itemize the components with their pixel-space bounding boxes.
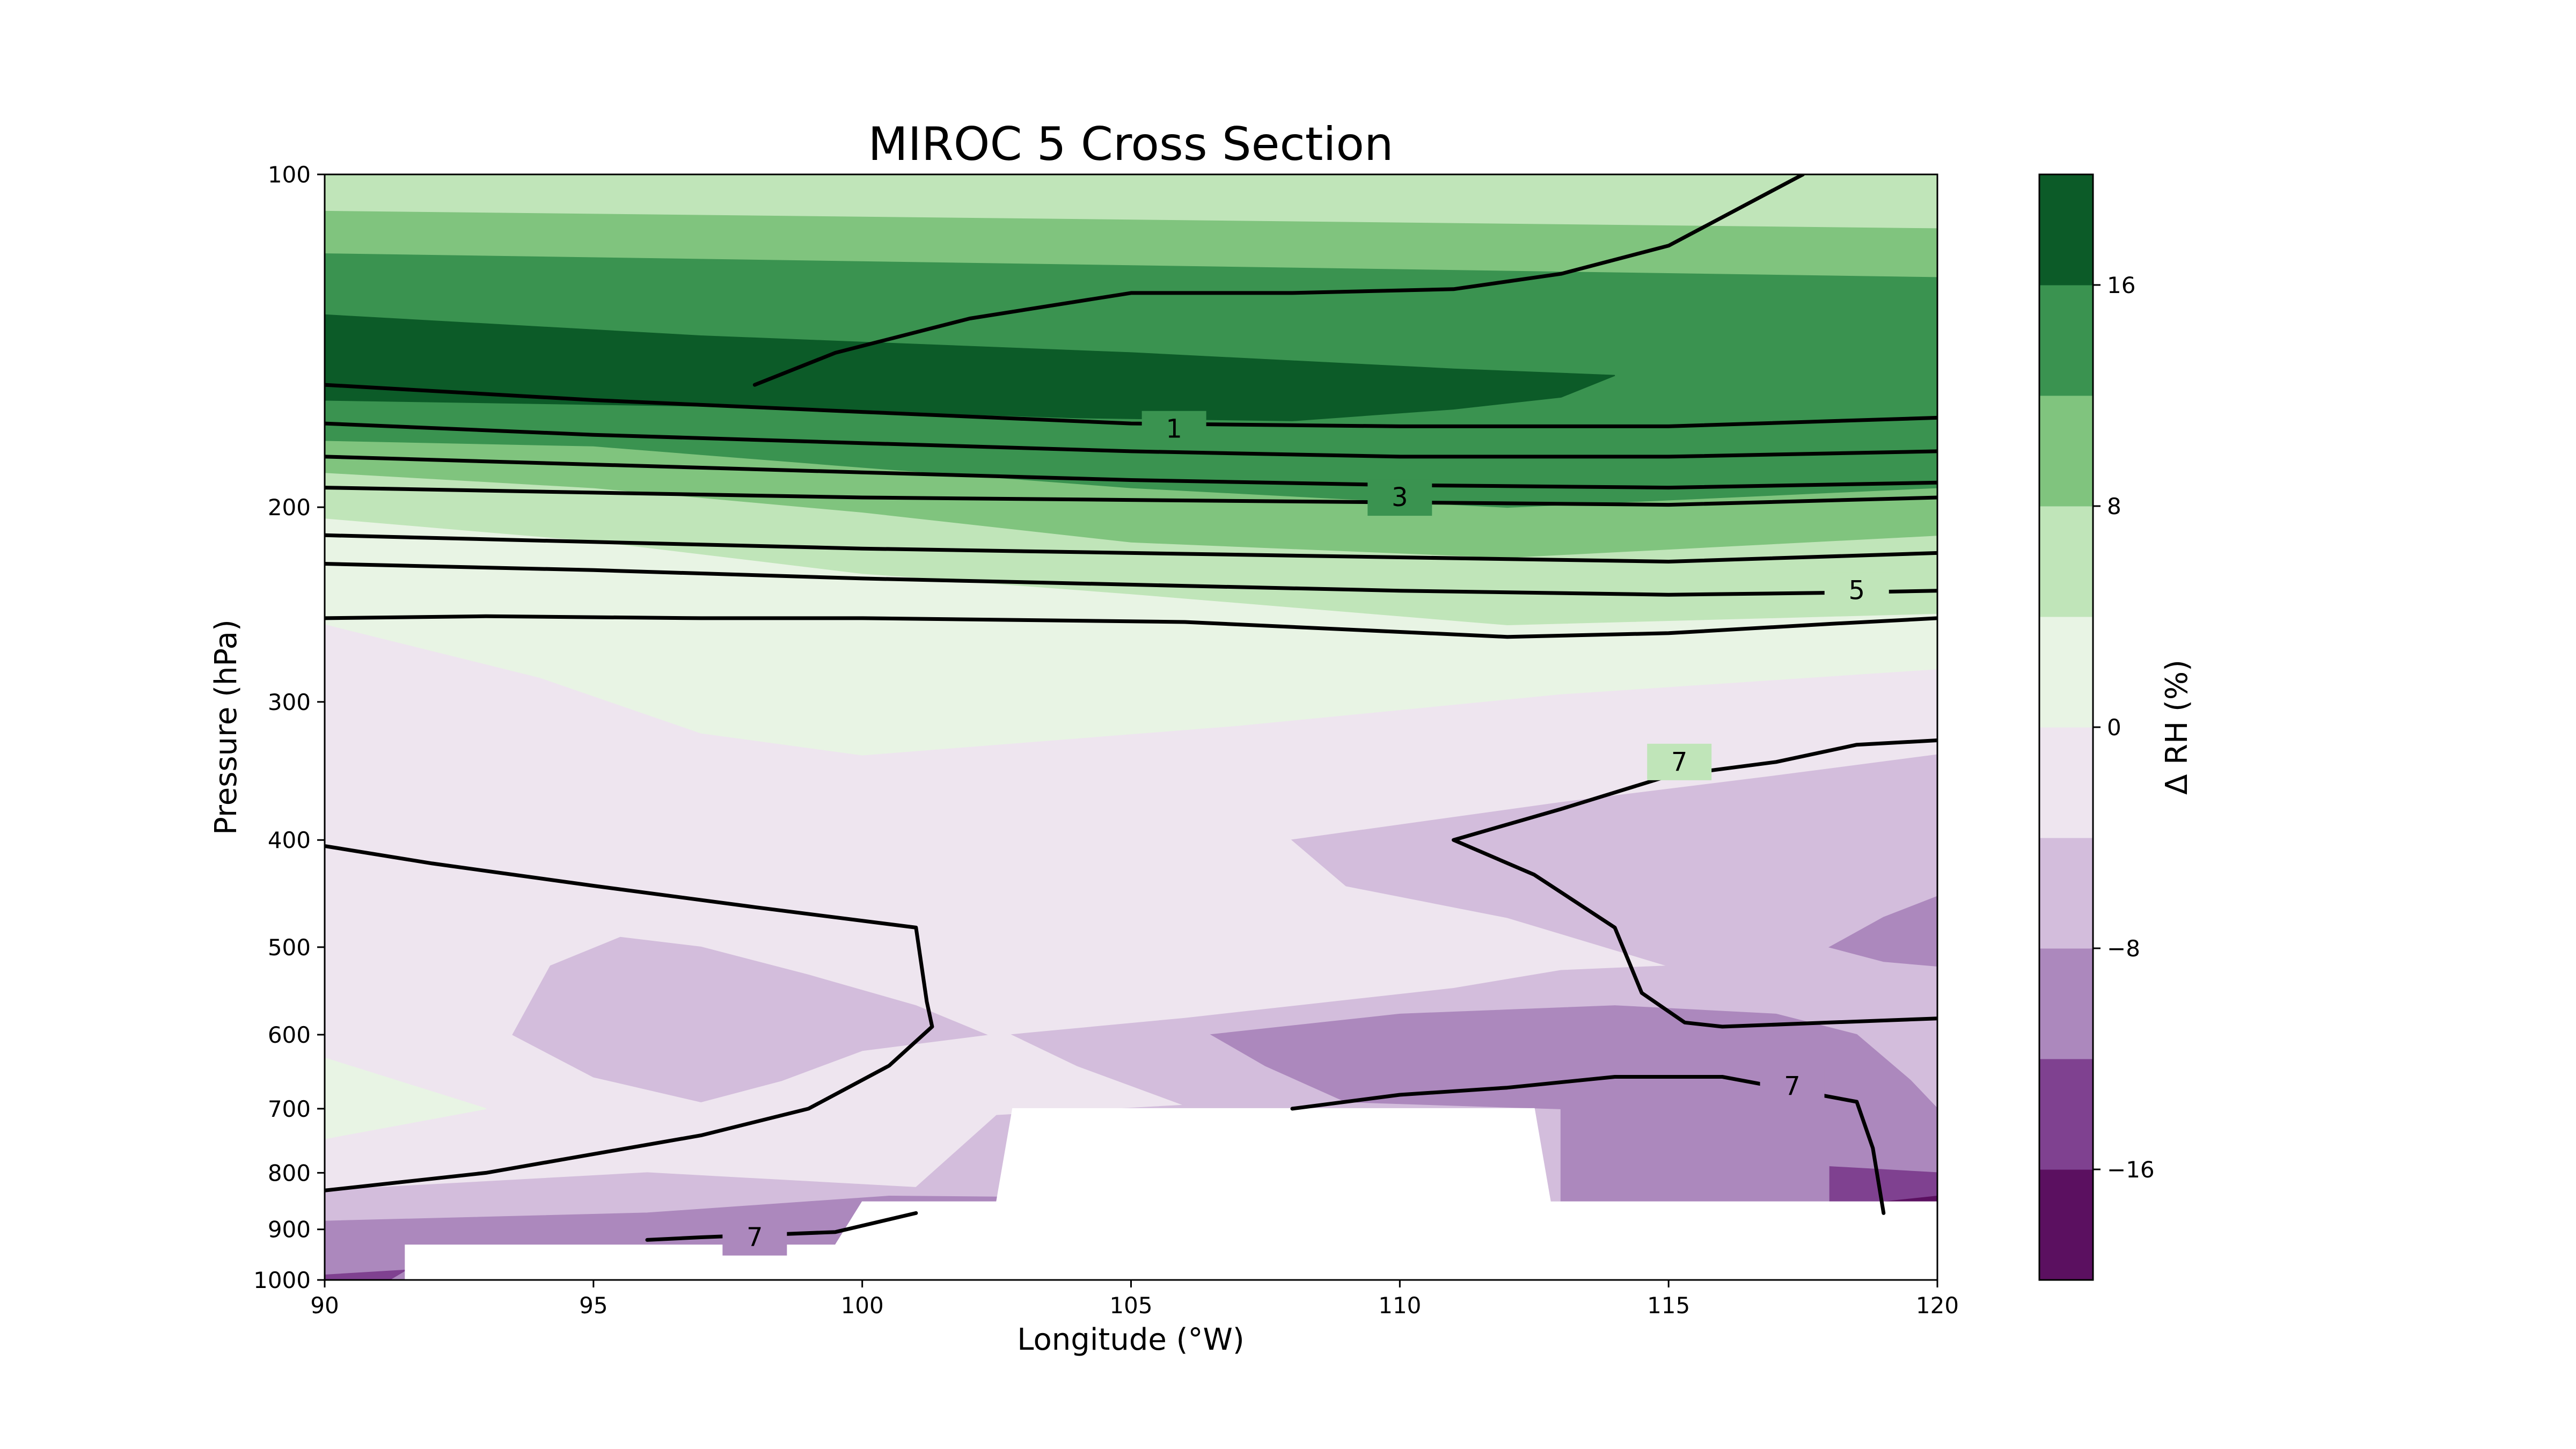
colorbar-swatch-6 <box>2039 506 2093 617</box>
colorbar-tick-label-1: −8 <box>2107 935 2140 962</box>
contour-label-4: 3 <box>1392 482 1408 513</box>
colorbar-swatch-2 <box>2039 948 2093 1059</box>
y-axis-label: Pressure (hPa) <box>209 619 244 835</box>
x-tick-label-3: 105 <box>1109 1292 1152 1319</box>
contour-line-2 <box>325 421 1937 459</box>
contour-labels: 1 3 5 7 7 7 <box>722 411 1889 1256</box>
x-tick-label-2: 100 <box>841 1292 884 1319</box>
colorbar-swatch-7 <box>2039 396 2093 507</box>
filled-region-5 <box>325 1057 486 1139</box>
colorbar-swatch-3 <box>2039 838 2093 949</box>
colorbar-tick-label-4: 16 <box>2107 272 2135 298</box>
y-tick-label-1: 200 <box>268 494 311 521</box>
colorbar-tick-label-3: 8 <box>2107 493 2121 519</box>
contour-label-gap-6 <box>1824 572 1889 609</box>
contour-line-1 <box>325 383 1937 428</box>
colorbar-swatch-4 <box>2039 727 2093 838</box>
filled-region-11 <box>325 1269 406 1280</box>
y-tick-label-0: 100 <box>268 162 311 188</box>
y-tick-label-7: 800 <box>268 1160 311 1186</box>
colorbar-swatch-0 <box>2039 1169 2093 1280</box>
contour-label-11: 7 <box>747 1223 763 1253</box>
x-tick-label-4: 110 <box>1378 1292 1421 1319</box>
contour-lines <box>325 174 1937 1242</box>
contour-label-8: 7 <box>1671 747 1688 777</box>
colorbar-tick-label-0: −16 <box>2107 1157 2155 1183</box>
filled-region-3 <box>325 314 1615 421</box>
contour-label-gap-4 <box>1367 479 1432 516</box>
x-axis: 90 95 100 105 110 115 120 <box>310 1280 1959 1319</box>
colorbar-swatch-9 <box>2039 174 2093 286</box>
contour-label-1: 1 <box>1166 414 1182 444</box>
colorbar-label: Δ RH (%) <box>2160 660 2194 795</box>
masked-region-0 <box>405 1108 1937 1280</box>
contour-line-3 <box>325 455 1937 490</box>
contour-label-gap-8 <box>1647 743 1712 780</box>
filled-region-7 <box>512 936 988 1103</box>
contour-line-0 <box>752 174 1805 387</box>
colorbar-swatch-5 <box>2039 617 2093 728</box>
y-tick-label-8: 900 <box>268 1217 311 1243</box>
contour-line-5 <box>325 533 1937 564</box>
colorbar-swatches <box>2039 174 2093 1280</box>
contour-line-6 <box>325 562 1937 597</box>
y-tick-label-2: 300 <box>268 689 311 715</box>
x-tick-label-0: 90 <box>310 1292 339 1319</box>
contour-line-8 <box>1452 738 1937 1029</box>
colorbar-swatch-1 <box>2039 1059 2093 1170</box>
filled-region-8 <box>1828 896 1937 967</box>
masked-regions <box>405 1108 1937 1280</box>
contour-line-7 <box>325 614 1937 639</box>
y-axis: 100 200 300 400 500 600 700 800 900 1000 <box>253 162 325 1293</box>
contour-label-10: 7 <box>1784 1071 1801 1101</box>
colorbar-swatch-8 <box>2039 285 2093 396</box>
chart-title: MIROC 5 Cross Section <box>868 118 1393 171</box>
colorbar-ticks: −16 −8 0 8 16 <box>2093 272 2155 1183</box>
colorbar: −16 −8 0 8 16 Δ RH (%) <box>2038 173 2194 1281</box>
contour-label-gap-10 <box>1760 1068 1825 1105</box>
contour-line-4 <box>325 486 1937 507</box>
x-tick-label-1: 95 <box>579 1292 608 1319</box>
contour-label-gap-1 <box>1141 411 1206 448</box>
y-tick-label-3: 400 <box>268 827 311 853</box>
contour-line-10 <box>1290 1075 1886 1215</box>
colorbar-tick-label-2: 0 <box>2107 714 2121 741</box>
contour-label-6: 5 <box>1848 576 1865 606</box>
contour-label-gap-11 <box>722 1219 787 1256</box>
y-tick-label-9: 1000 <box>253 1267 311 1293</box>
plot-area: 1 3 5 7 7 7 <box>324 173 1938 1281</box>
y-tick-label-4: 500 <box>268 934 311 961</box>
x-tick-label-5: 115 <box>1647 1292 1690 1319</box>
x-axis-label: Longitude (°W) <box>1017 1322 1244 1357</box>
y-tick-label-5: 600 <box>268 1022 311 1048</box>
y-tick-label-6: 700 <box>268 1096 311 1122</box>
x-tick-label-6: 120 <box>1916 1292 1959 1319</box>
contour-line-9 <box>325 844 934 1192</box>
